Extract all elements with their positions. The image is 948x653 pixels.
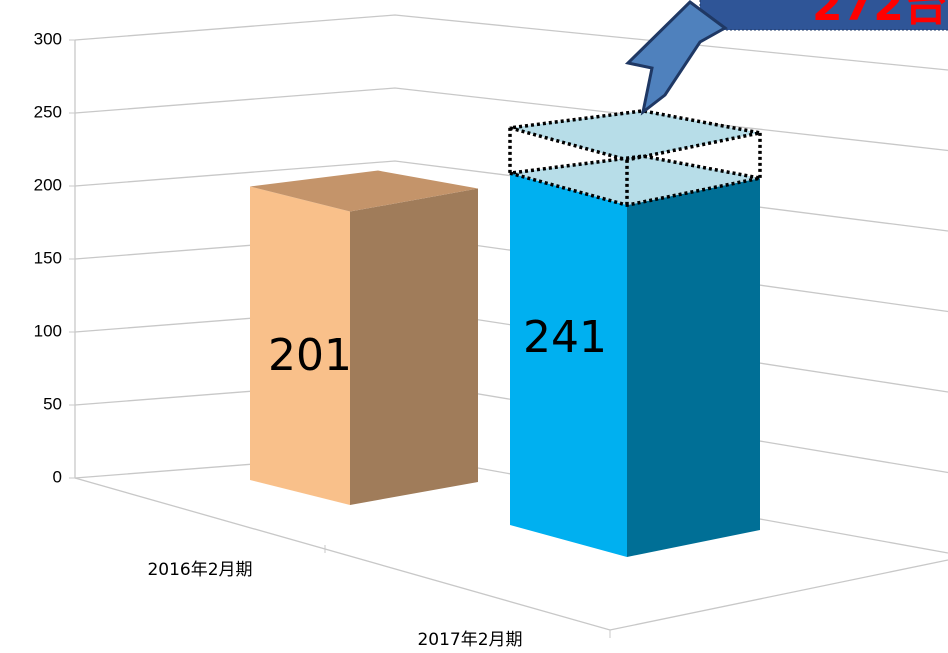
target-base bbox=[509, 154, 761, 207]
x-tick-label: 2017年2月期 bbox=[417, 630, 522, 650]
bar-side bbox=[350, 188, 478, 506]
value-label: 201 bbox=[268, 330, 352, 381]
bar-front bbox=[250, 186, 350, 506]
bar-side bbox=[627, 178, 760, 557]
y-tick-label: 200 bbox=[34, 175, 62, 194]
bar-front bbox=[510, 173, 627, 557]
y-tick-label: 50 bbox=[43, 394, 62, 413]
bar-top bbox=[250, 170, 478, 212]
y-tick-label: 300 bbox=[34, 29, 62, 48]
value-label: 241 bbox=[523, 312, 607, 363]
arrow bbox=[624, 0, 728, 116]
bars: 201 241 bbox=[250, 109, 762, 557]
x-tick-label: 2016年2月期 bbox=[147, 560, 252, 580]
grid-line bbox=[74, 14, 948, 71]
grid-line bbox=[74, 160, 948, 232]
y-tick-label: 150 bbox=[34, 248, 62, 267]
grid-line bbox=[74, 87, 948, 152]
bar-top bbox=[510, 156, 760, 206]
annotation: 272台 bbox=[812, 0, 948, 31]
target-top bbox=[509, 109, 761, 162]
annotation-box bbox=[699, 0, 948, 31]
y-tick-label: 250 bbox=[34, 102, 62, 121]
y-tick-label: 0 bbox=[53, 467, 62, 486]
y-tick-label: 100 bbox=[34, 321, 62, 340]
